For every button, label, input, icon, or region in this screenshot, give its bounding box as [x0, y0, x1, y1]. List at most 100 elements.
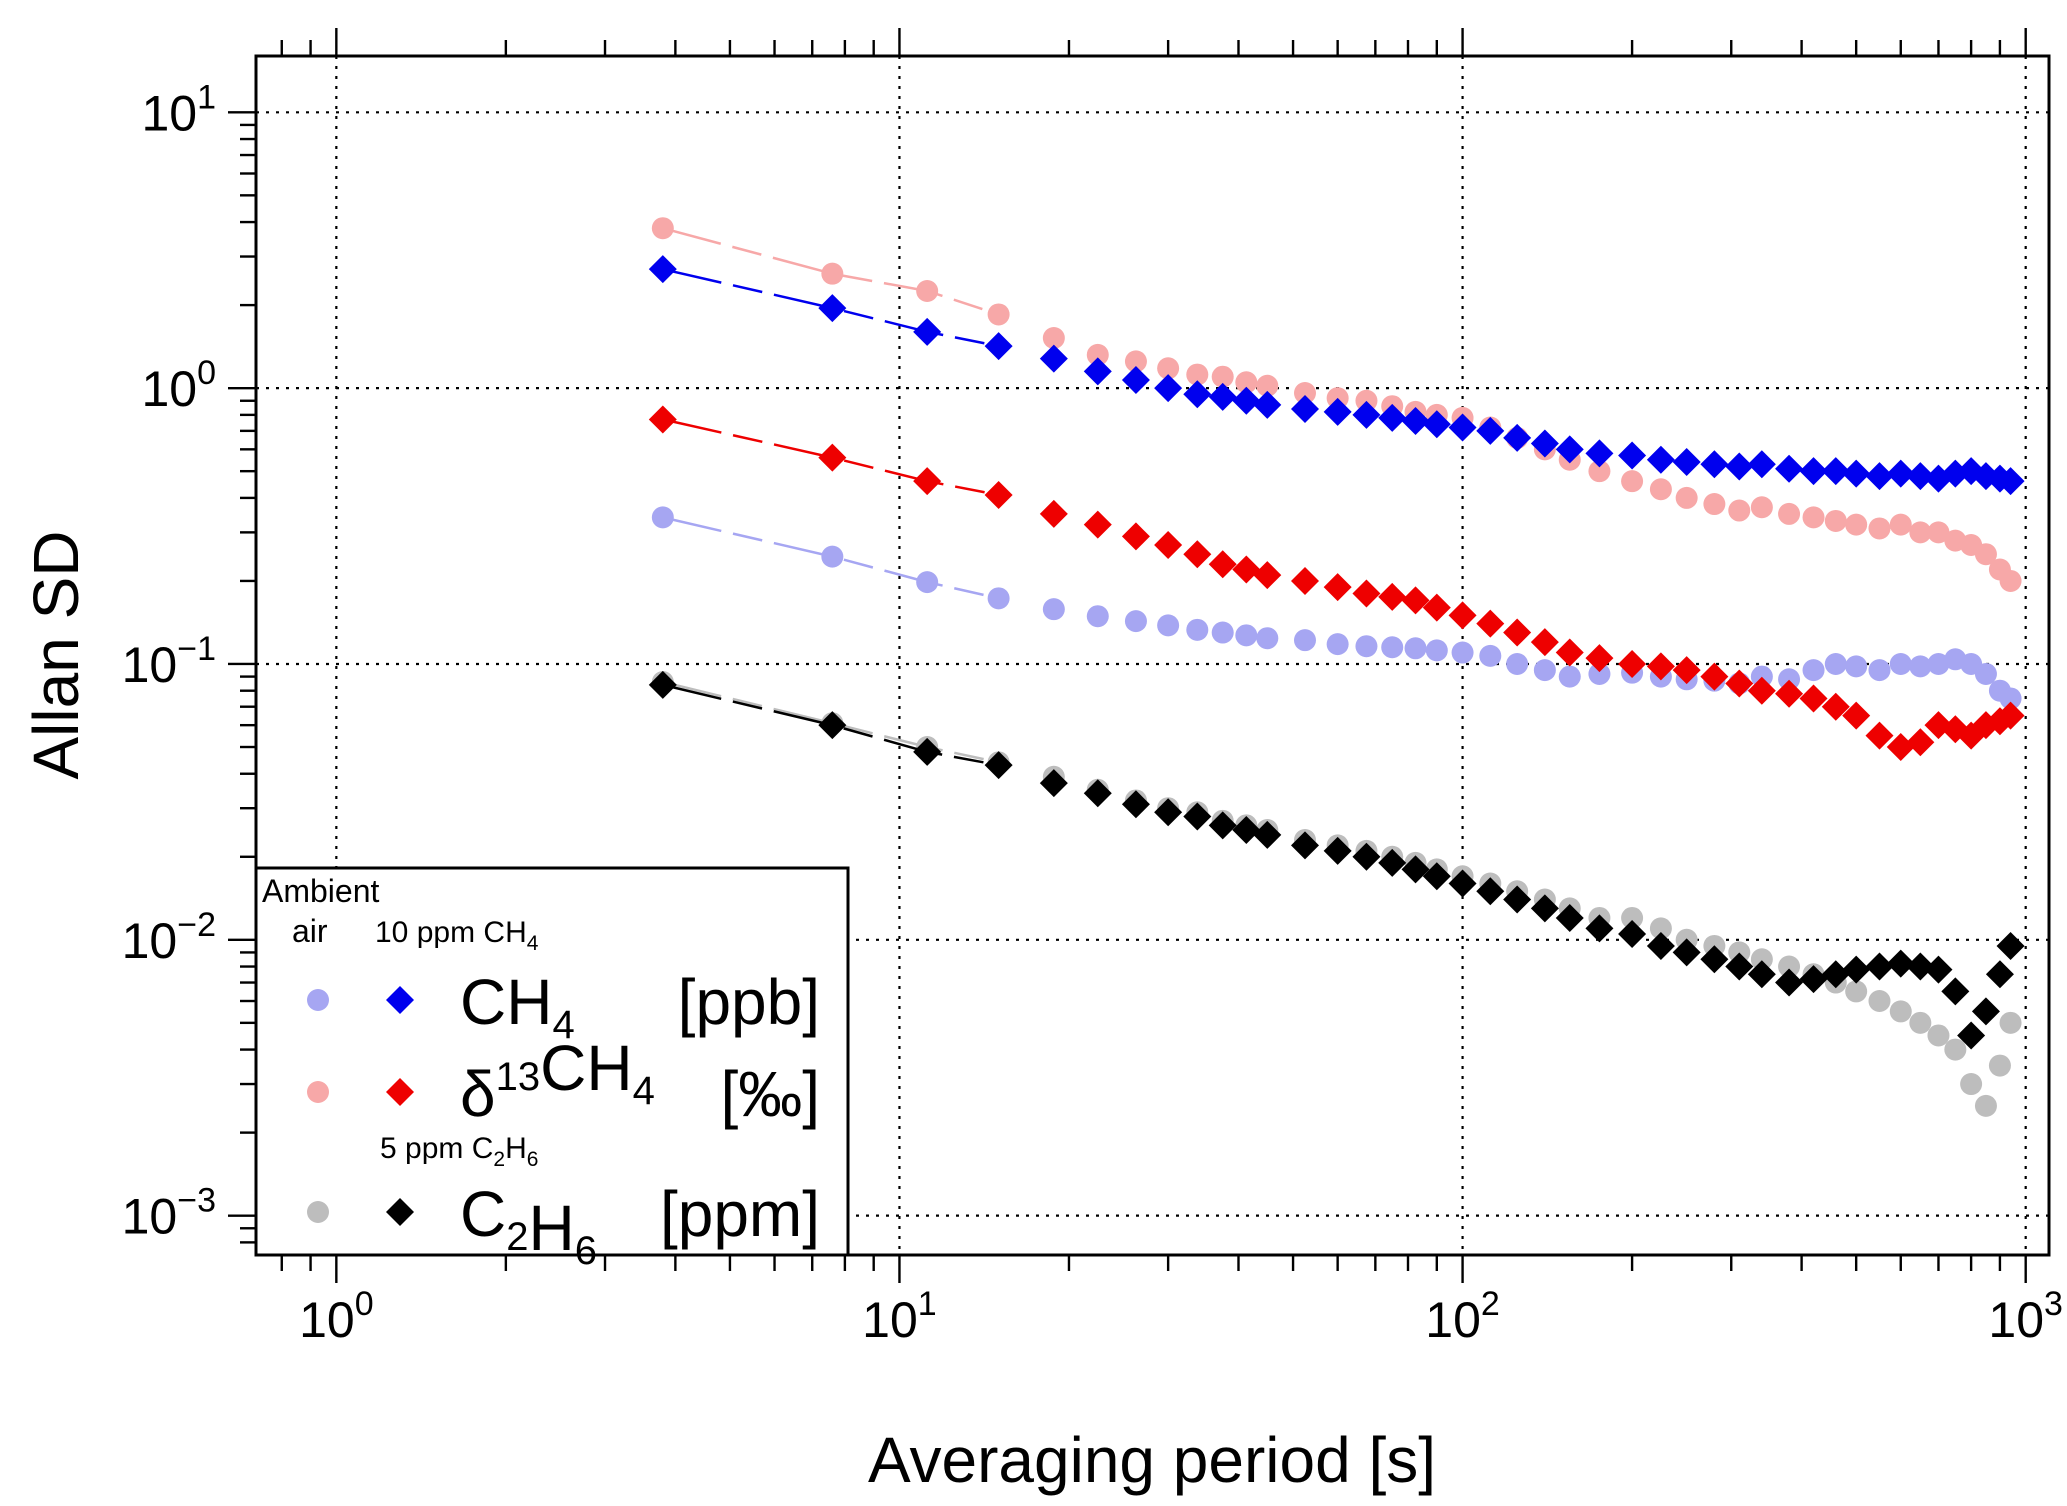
- data-point: [987, 303, 1010, 326]
- data-point: [1909, 521, 1932, 544]
- data-point: [1039, 769, 1068, 798]
- series-line: [662, 683, 999, 767]
- data-point: [1422, 410, 1451, 439]
- data-point: [651, 506, 674, 529]
- legend-marker-ambient: [307, 1201, 329, 1223]
- data-point: [1290, 566, 1319, 595]
- legend-unit: [‰]: [720, 1058, 820, 1130]
- data-point: [1555, 903, 1584, 932]
- data-point: [1996, 931, 2025, 960]
- data-point: [1355, 389, 1378, 412]
- data-point: [1323, 836, 1352, 865]
- data-point: [1121, 790, 1150, 819]
- data-point: [1974, 543, 1997, 566]
- data-point: [1352, 579, 1381, 608]
- data-point: [1503, 423, 1532, 452]
- data-point: [648, 255, 677, 284]
- data-point: [1700, 945, 1729, 974]
- data-point: [984, 332, 1013, 361]
- data-point: [1503, 618, 1532, 647]
- data-point: [913, 737, 942, 766]
- data-point: [1700, 450, 1729, 479]
- data-point: [1824, 652, 1847, 675]
- legend-row-d13CH4: δ13CH4 [‰]: [307, 1032, 820, 1130]
- data-point: [1401, 586, 1430, 615]
- legend-marker-ambient: [307, 1081, 329, 1103]
- legend-label: C2H6: [460, 1178, 597, 1273]
- data-point: [1232, 555, 1261, 584]
- data-series: [648, 217, 2025, 1117]
- data-point: [1944, 1038, 1967, 1061]
- legend-marker-standard: [386, 1198, 414, 1226]
- data-point: [1326, 633, 1349, 656]
- data-point: [1889, 652, 1912, 675]
- data-point: [1868, 659, 1891, 682]
- data-point: [1927, 652, 1950, 675]
- data-point: [1042, 326, 1065, 349]
- data-point: [1588, 662, 1611, 685]
- data-point: [913, 317, 942, 346]
- data-point: [1585, 439, 1614, 468]
- data-point: [1845, 513, 1868, 536]
- data-point: [1476, 877, 1505, 906]
- data-point: [1378, 403, 1407, 432]
- data-point: [1211, 621, 1234, 644]
- series-line: [662, 516, 999, 600]
- legend-5ppm-header: 5 ppm C2H6: [380, 1132, 538, 1171]
- data-point: [1157, 357, 1180, 380]
- series-line: [662, 680, 999, 764]
- data-point: [1293, 382, 1316, 405]
- data-point: [1842, 955, 1871, 984]
- data-point: [1747, 676, 1776, 705]
- data-point: [1039, 499, 1068, 528]
- data-point: [1232, 386, 1261, 415]
- data-point: [1646, 445, 1675, 474]
- data-point: [1401, 407, 1430, 436]
- data-point: [821, 545, 844, 568]
- legend-marker-standard: [386, 1078, 414, 1106]
- data-point: [1378, 582, 1407, 611]
- data-point: [1121, 522, 1150, 551]
- data-point: [1422, 862, 1451, 891]
- data-point: [916, 571, 939, 594]
- data-point: [1083, 779, 1112, 808]
- data-point: [1235, 624, 1258, 647]
- data-point: [1448, 413, 1477, 442]
- data-point: [1672, 938, 1701, 967]
- plot-frame: [254, 54, 2051, 1257]
- data-point: [1725, 452, 1754, 481]
- data-point: [1253, 390, 1282, 419]
- data-point: [1186, 363, 1209, 386]
- y-tick-label: 101: [141, 78, 216, 141]
- data-point: [1086, 605, 1109, 628]
- data-point: [1448, 869, 1477, 898]
- data-point: [1039, 344, 1068, 373]
- legend-row-CH4: CH4 [ppb]: [307, 966, 820, 1047]
- data-point: [913, 467, 942, 496]
- legend-marker-standard: [386, 986, 414, 1014]
- data-point: [1868, 990, 1891, 1013]
- data-point: [1183, 802, 1212, 831]
- data-point: [1232, 816, 1261, 845]
- data-point: [1971, 997, 2000, 1026]
- data-point: [1530, 429, 1559, 458]
- data-point: [1533, 659, 1556, 682]
- data-point: [1778, 955, 1801, 978]
- data-point: [1960, 1073, 1983, 1096]
- data-point: [648, 670, 677, 699]
- data-point: [1323, 573, 1352, 602]
- legend-marker-ambient: [307, 989, 329, 1011]
- data-point: [1479, 644, 1502, 667]
- data-point: [1183, 380, 1212, 409]
- data-point: [1124, 610, 1147, 633]
- data-point: [1530, 894, 1559, 923]
- data-point: [1352, 842, 1381, 871]
- data-point: [1621, 470, 1644, 493]
- data-point: [1886, 949, 1915, 978]
- data-point: [651, 217, 674, 240]
- data-point: [1906, 462, 1935, 491]
- data-point: [1154, 530, 1183, 559]
- data-point: [1448, 601, 1477, 630]
- x-tick-label: 101: [862, 1285, 937, 1348]
- data-point: [1999, 1011, 2022, 1034]
